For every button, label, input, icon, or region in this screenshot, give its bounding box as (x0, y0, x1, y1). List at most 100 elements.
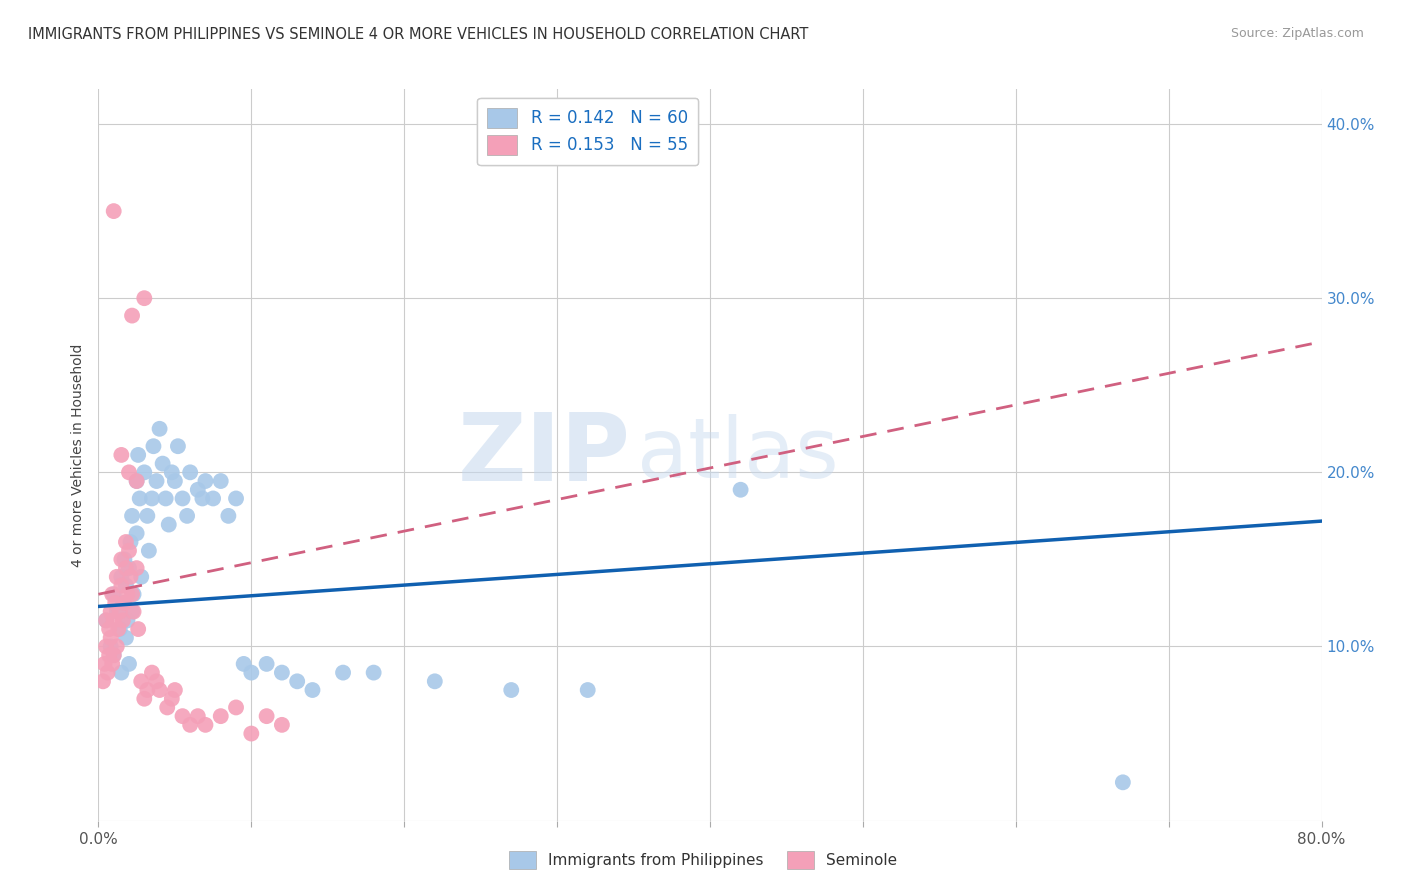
Point (110, 448, 132, 462)
Point (122, 587, 145, 601)
Point (127, 622, 149, 636)
Point (576, 683, 599, 698)
Point (118, 561, 141, 575)
Point (105, 570, 128, 584)
Point (128, 491, 150, 506)
Y-axis label: 4 or more Vehicles in Household: 4 or more Vehicles in Household (72, 343, 86, 566)
Point (179, 718, 201, 732)
Point (121, 309, 143, 323)
Point (332, 665, 354, 680)
Point (93, 657, 115, 671)
Point (172, 491, 194, 506)
Text: IMMIGRANTS FROM PHILIPPINES VS SEMINOLE 4 OR MORE VEHICLES IN HOUSEHOLD CORRELAT: IMMIGRANTS FROM PHILIPPINES VS SEMINOLE … (28, 27, 808, 42)
Point (285, 674, 308, 689)
Point (103, 587, 125, 601)
Point (108, 605, 131, 619)
Point (125, 474, 148, 488)
Point (127, 448, 149, 462)
Point (129, 674, 152, 689)
Point (103, 613, 125, 627)
Point (125, 526, 148, 541)
Point (91, 674, 114, 689)
Point (179, 466, 201, 480)
Point (157, 517, 180, 532)
Point (136, 683, 159, 698)
Point (145, 474, 167, 488)
Point (256, 657, 278, 671)
Point (117, 613, 139, 627)
Point (134, 691, 156, 706)
Point (110, 552, 132, 566)
Point (98, 648, 121, 663)
Point (97, 665, 120, 680)
Point (110, 578, 132, 592)
Point (122, 605, 145, 619)
Point (134, 291, 156, 305)
Legend: Immigrants from Philippines, Seminole: Immigrants from Philippines, Seminole (502, 845, 904, 875)
Point (100, 605, 122, 619)
Point (100, 640, 122, 654)
Point (118, 657, 141, 671)
Point (256, 709, 278, 723)
Point (240, 665, 263, 680)
Point (363, 665, 385, 680)
Point (149, 422, 172, 436)
Point (118, 543, 141, 558)
Point (149, 683, 172, 698)
Point (1112, 775, 1135, 789)
Point (111, 596, 134, 610)
Point (160, 466, 183, 480)
Point (94, 640, 117, 654)
Point (103, 648, 125, 663)
Point (730, 483, 752, 497)
Point (501, 683, 523, 698)
Text: ZIP: ZIP (457, 409, 630, 501)
Point (172, 709, 194, 723)
Point (163, 683, 186, 698)
Point (225, 491, 247, 506)
Point (176, 508, 198, 523)
Point (163, 474, 186, 488)
Point (107, 622, 129, 636)
Point (225, 700, 247, 714)
Point (104, 596, 127, 610)
Point (94, 613, 117, 627)
Point (110, 570, 132, 584)
Point (194, 474, 217, 488)
Point (105, 640, 128, 654)
Point (142, 439, 165, 453)
Point (118, 466, 141, 480)
Point (209, 709, 232, 723)
Point (94, 613, 117, 627)
Point (187, 483, 209, 497)
Legend: R = 0.142   N = 60, R = 0.153   N = 55: R = 0.142 N = 60, R = 0.153 N = 55 (478, 97, 697, 165)
Point (138, 543, 160, 558)
Point (120, 535, 142, 549)
Point (120, 570, 142, 584)
Point (194, 718, 217, 732)
Point (112, 596, 135, 610)
Point (136, 508, 159, 523)
Point (301, 683, 323, 698)
Point (129, 570, 152, 584)
Point (103, 204, 125, 219)
Point (202, 491, 225, 506)
Text: atlas: atlas (637, 415, 838, 495)
Point (240, 726, 263, 740)
Point (423, 674, 446, 689)
Point (125, 474, 148, 488)
Point (101, 657, 124, 671)
Point (141, 491, 163, 506)
Point (117, 587, 139, 601)
Point (121, 508, 143, 523)
Point (145, 674, 167, 689)
Point (270, 665, 292, 680)
Point (115, 631, 138, 645)
Point (121, 605, 143, 619)
Point (187, 709, 209, 723)
Point (125, 561, 148, 575)
Point (112, 552, 135, 566)
Point (232, 657, 254, 671)
Point (121, 587, 143, 601)
Point (134, 466, 156, 480)
